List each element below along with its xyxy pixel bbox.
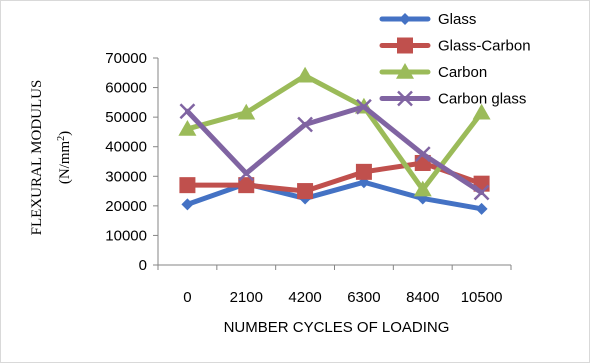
y-tick-label: 50000 (105, 109, 147, 126)
y-tick-label: 60000 (105, 80, 147, 97)
legend-item-carbon-glass: Carbon glass (379, 90, 526, 108)
y-tick-label: 30000 (105, 168, 147, 185)
data-point-carbon-glass-stroke (473, 184, 490, 201)
y-tick-label: 70000 (105, 50, 147, 67)
data-point-carbon-glass-stroke (179, 103, 196, 120)
data-point-carbon-glass (473, 184, 490, 201)
series-line-carbon (184, 73, 485, 193)
legend-swatch-marker-stroke (397, 90, 413, 107)
data-point-carbon (178, 119, 197, 136)
x-ticks: 0 2100 4200 6300 8400 10500 (157, 265, 512, 306)
legend: Glass Glass-Carbon Carbon Carbon glass (379, 11, 531, 108)
x-tick-label: 4200 (288, 289, 321, 306)
data-point-carbon (237, 103, 256, 120)
series-layer (178, 66, 491, 215)
series-line-carbon-glass (184, 104, 485, 196)
data-point-carbon-glass (414, 146, 431, 162)
data-point-carbon (296, 66, 315, 83)
legend-swatch-marker (396, 63, 414, 79)
series-carbon-glass (179, 98, 490, 201)
y-tick-label: 20000 (105, 198, 147, 215)
y-tick-label: 0 (139, 257, 147, 274)
data-point-glass-carbon (238, 177, 255, 194)
legend-swatch-marker (397, 90, 413, 107)
x-tick-label: 6300 (347, 289, 380, 306)
data-point-carbon-glass (356, 98, 372, 115)
legend-label: Carbon glass (438, 91, 526, 108)
y-tick-label: 10000 (105, 227, 147, 244)
data-point-glass-carbon (297, 183, 314, 200)
data-point-carbon-glass (238, 165, 255, 182)
legend-swatch-marker (399, 13, 411, 25)
y-axis-unit: (N/mm2) (56, 131, 74, 184)
x-tick-label: 10500 (461, 289, 503, 306)
legend-item-carbon: Carbon (379, 63, 487, 81)
data-point-glass (475, 202, 488, 215)
legend-label: Glass-Carbon (438, 38, 531, 55)
data-point-carbon-glass (179, 103, 196, 120)
legend-item-glass: Glass (379, 11, 476, 28)
y-ticks: 0 10000 20000 30000 40000 50000 60000 70000 (105, 50, 158, 274)
x-axis-title: NUMBER CYCLES OF LOADING (224, 319, 450, 336)
y-axis-unit-suffix: ) (57, 131, 73, 136)
data-point-carbon-glass-stroke (414, 146, 431, 162)
series-carbon (178, 66, 491, 197)
y-axis-unit-prefix: (N/mm (57, 141, 73, 185)
data-point-carbon-glass-stroke (297, 116, 313, 133)
data-point-glass (181, 198, 194, 211)
y-tick-label: 40000 (105, 139, 147, 156)
legend-swatch-marker (397, 37, 413, 54)
legend-label: Glass (438, 11, 476, 28)
data-point-carbon-glass-stroke (356, 98, 372, 115)
data-point-carbon-glass-stroke (238, 165, 255, 182)
legend-label: Carbon (438, 64, 487, 81)
data-point-carbon (472, 103, 491, 120)
y-axis-unit-superscript: 2 (56, 136, 67, 141)
series-line-glass-carbon (184, 160, 485, 194)
x-tick-label: 0 (183, 289, 191, 306)
x-tick-label: 2100 (230, 289, 263, 306)
y-axis-title: FLEXURAL MODULUS (29, 80, 45, 236)
data-point-glass-carbon (355, 163, 372, 180)
data-point-carbon-glass (297, 116, 313, 133)
data-point-glass-carbon (179, 177, 196, 194)
legend-item-glass-carbon: Glass-Carbon (379, 37, 531, 55)
data-point-carbon (413, 180, 432, 197)
x-tick-label: 8400 (406, 289, 439, 306)
